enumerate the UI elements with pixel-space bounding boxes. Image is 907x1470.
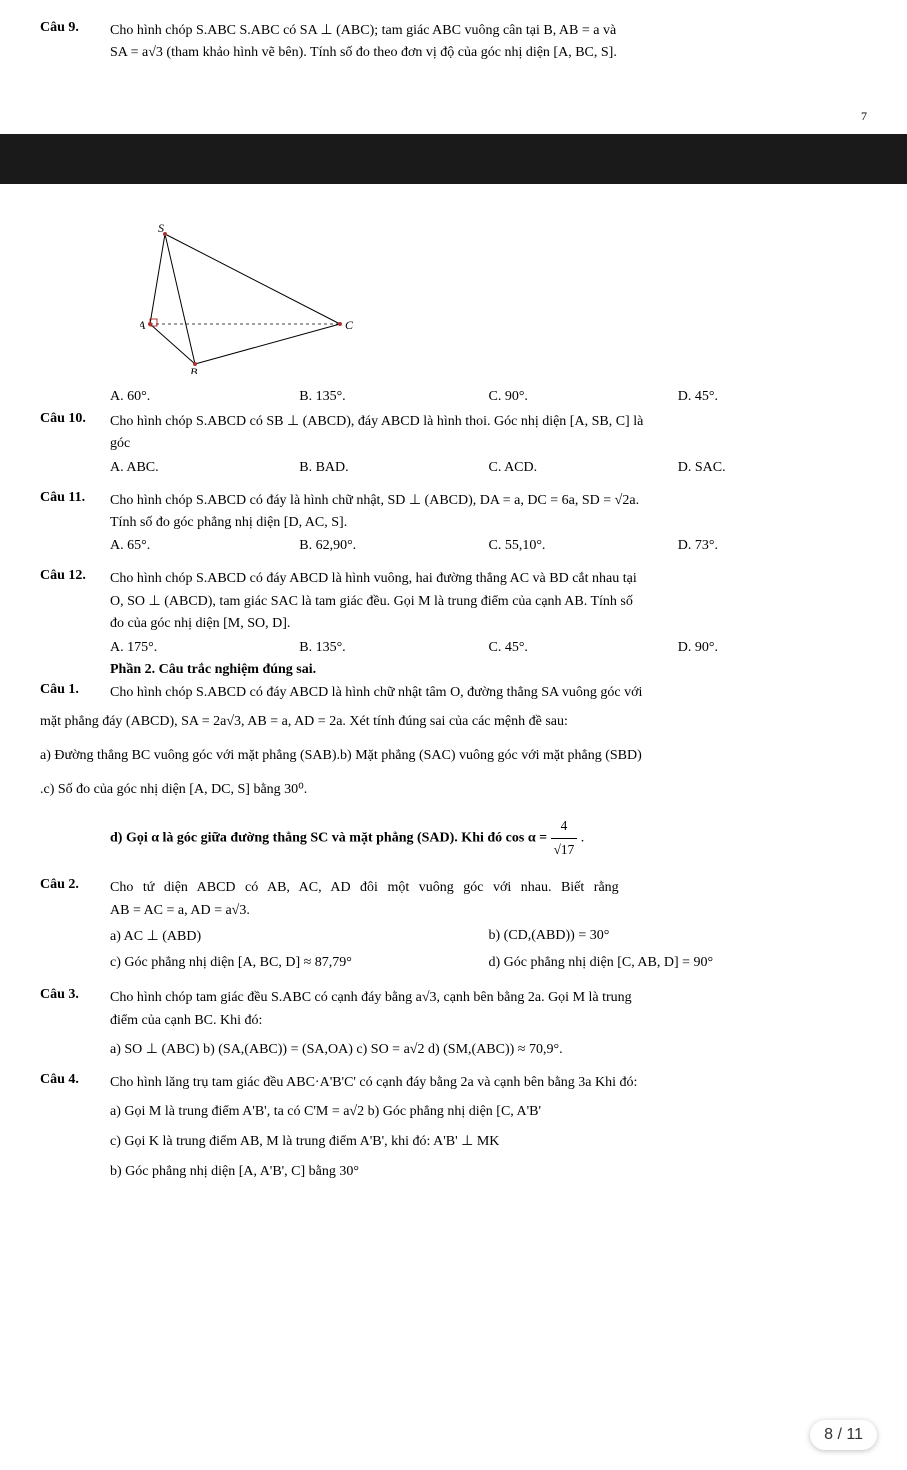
- q10-label: Câu 10.: [40, 411, 110, 456]
- p2q2-line1: Cho tứ diện ABCD có AB, AC, AD đôi một v…: [110, 877, 867, 899]
- p2q2-b: b) (CD,(ABD)) = 30°: [489, 928, 868, 945]
- q11-body: Cho hình chóp S.ABCD có đáy là hình chữ …: [110, 490, 867, 535]
- p2q3-abcd: a) SO ⊥ (ABC) b) (SA,(ABC)) = (SA,OA) c)…: [110, 1038, 867, 1062]
- p2q2-a: a) AC ⊥ (ABD): [110, 928, 489, 945]
- q12-line2: O, SO ⊥ (ABCD), tam giác SAC là tam giác…: [110, 591, 867, 613]
- p2q1-a: a) Đường thẳng BC vuông góc với mặt phẳn…: [40, 744, 867, 768]
- separator-bar: [0, 134, 907, 184]
- p2q4-body: Cho hình lăng trụ tam giác đều ABC·A'B'C…: [110, 1072, 867, 1094]
- q10-choice-d: D. SAC.: [678, 460, 867, 476]
- q9-choice-d: D. 45°.: [678, 389, 867, 405]
- q12-choices: A. 175°. B. 135°. C. 45°. D. 90°.: [110, 640, 867, 656]
- q9-line1: Cho hình chóp S.ABC S.ABC có SA ⊥ (ABC);…: [110, 20, 867, 42]
- q11-line2: Tính số đo góc phẳng nhị diện [D, AC, S]…: [110, 512, 867, 534]
- q10-line1: Cho hình chóp S.ABCD có SB ⊥ (ABCD), đáy…: [110, 411, 867, 433]
- q11-choices: A. 65°. B. 62,90°. C. 55,10°. D. 73°.: [110, 538, 867, 554]
- top-page-number: 7: [0, 89, 907, 134]
- section2-title: Phần 2. Câu trắc nghiệm đúng sai.: [110, 662, 867, 678]
- p2q3-line2: điểm của cạnh BC. Khi đó:: [110, 1010, 867, 1032]
- p2q2-body: Cho tứ diện ABCD có AB, AC, AD đôi một v…: [110, 877, 867, 922]
- q11-choice-c: C. 55,10°.: [489, 538, 678, 554]
- p2q1-label: Câu 1.: [40, 682, 110, 704]
- p2q2-cd: c) Góc phẳng nhị diện [A, BC, D] ≈ 87,79…: [110, 955, 867, 971]
- q12-body: Cho hình chóp S.ABCD có đáy ABCD là hình…: [110, 568, 867, 635]
- q10-choice-a: A. ABC.: [110, 460, 299, 476]
- p2q4-a: a) Gọi M là trung điểm A'B', ta có C'M =…: [110, 1100, 867, 1124]
- q12-choice-b: B. 135°.: [299, 640, 488, 656]
- p2q4-b2: b) Góc phẳng nhị diện [A, A'B', C] bằng …: [110, 1160, 867, 1184]
- fig-S: S: [158, 224, 164, 235]
- p2q1-line2: mặt phẳng đáy (ABCD), SA = 2a√3, AB = a,…: [40, 710, 867, 734]
- q11-choice-b: B. 62,90°.: [299, 538, 488, 554]
- q10-choices: A. ABC. B. BAD. C. ACD. D. SAC.: [110, 460, 867, 476]
- p2q1-d-num: 4: [551, 815, 578, 839]
- q12-line3: đo của góc nhị diện [M, SO, D].: [110, 613, 867, 635]
- p2q2-c: c) Góc phẳng nhị diện [A, BC, D] ≈ 87,79…: [110, 955, 489, 971]
- p2q1-d-frac: 4 √17: [551, 815, 578, 861]
- q10-line2: góc: [110, 433, 867, 455]
- p2q4-label: Câu 4.: [40, 1072, 110, 1094]
- p2q2-line2: AB = AC = a, AD = a√3.: [110, 900, 867, 922]
- p2q2-label: Câu 2.: [40, 877, 110, 922]
- q9-line2: SA = a√3 (tham khảo hình vẽ bên). Tính s…: [110, 42, 867, 64]
- page-indicator: 8 / 11: [810, 1420, 877, 1450]
- p2q2-d: d) Góc phẳng nhị diện [C, AB, D] = 90°: [489, 955, 868, 971]
- fig-B: B: [190, 365, 198, 374]
- q9-choices: A. 60°. B. 135°. C. 90°. D. 45°.: [110, 389, 867, 405]
- p2q2-ab: a) AC ⊥ (ABD) b) (CD,(ABD)) = 30°: [110, 928, 867, 945]
- q11-choice-a: A. 65°.: [110, 538, 299, 554]
- fig-A: A: [140, 318, 146, 332]
- p2q4-line1-pre: Cho hình lăng trụ tam giác đều ABC·A'B'C…: [110, 1075, 578, 1090]
- q9-label: Câu 9.: [40, 20, 110, 65]
- q12-label: Câu 12.: [40, 568, 110, 635]
- q9-body: Cho hình chóp S.ABC S.ABC có SA ⊥ (ABC);…: [110, 20, 867, 65]
- q11-line1: Cho hình chóp S.ABCD có đáy là hình chữ …: [110, 490, 867, 512]
- p2q1-d-pre: d) Gọi α là góc giữa đường thẳng SC và m…: [110, 831, 551, 846]
- p2q1-d-den: √17: [551, 839, 578, 862]
- q10-choice-b: B. BAD.: [299, 460, 488, 476]
- p2q3-body: Cho hình chóp tam giác đều S.ABC có cạnh…: [110, 987, 867, 1032]
- q12-line1: Cho hình chóp S.ABCD có đáy ABCD là hình…: [110, 568, 867, 590]
- q10-choice-c: C. ACD.: [489, 460, 678, 476]
- p2q4-line1-cut: 3a Khi đó:: [578, 1075, 637, 1090]
- q11-choice-d: D. 73°.: [678, 538, 867, 554]
- q9-choice-c: C. 90°.: [489, 389, 678, 405]
- q9-choice-b: B. 135°.: [299, 389, 488, 405]
- q10-body: Cho hình chóp S.ABCD có SB ⊥ (ABCD), đáy…: [110, 411, 867, 456]
- p2q1-c: .c) Số đo của góc nhị diện [A, DC, S] bằ…: [40, 778, 867, 802]
- fig-C: C: [345, 318, 354, 332]
- p2q4-c: c) Gọi K là trung điểm AB, M là trung đi…: [110, 1130, 867, 1154]
- q9-choice-a: A. 60°.: [110, 389, 299, 405]
- p2q1-line1: Cho hình chóp S.ABCD có đáy ABCD là hình…: [110, 682, 867, 704]
- q12-choice-d: D. 90°.: [678, 640, 867, 656]
- q11-label: Câu 11.: [40, 490, 110, 535]
- q12-choice-a: A. 175°.: [110, 640, 299, 656]
- p2q3-line1: Cho hình chóp tam giác đều S.ABC có cạnh…: [110, 987, 867, 1009]
- p2q1-d-post: .: [581, 831, 585, 846]
- p2q1-d: d) Gọi α là góc giữa đường thẳng SC và m…: [110, 815, 867, 861]
- q12-choice-c: C. 45°.: [489, 640, 678, 656]
- tetrahedron-figure: S A B C: [140, 224, 867, 379]
- p2q3-label: Câu 3.: [40, 987, 110, 1032]
